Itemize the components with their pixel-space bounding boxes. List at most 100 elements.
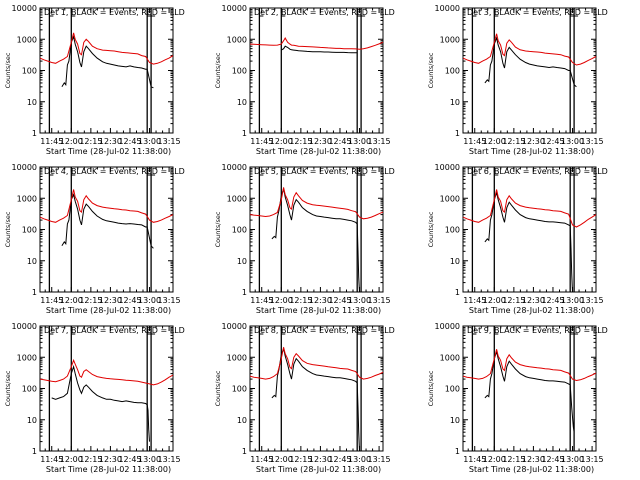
- x-tick-label: 12:00: [483, 455, 506, 464]
- x-tick-label: 12:30: [99, 455, 122, 464]
- x-tick-label: 11:45: [463, 296, 486, 305]
- panel-title: Det 5, BLACK = Events, RED = LLD: [254, 167, 395, 176]
- events-series-line: [61, 35, 154, 89]
- y-tick-label: 10000: [222, 322, 247, 331]
- y-tick-label: 10000: [12, 4, 37, 13]
- y-tick-label: 1000: [440, 35, 460, 44]
- panel-title: Det 2, BLACK = Events, RED = LLD: [254, 8, 395, 17]
- y-tick-label: 100: [232, 385, 247, 394]
- x-axis-label: Start Time (28-Jul-02 11:38:00): [469, 465, 594, 474]
- detector-panel-5: Det 5, BLACK = Events, RED = LLD 1 10 100 10…: [214, 163, 395, 315]
- y-tick-label: 10000: [222, 4, 247, 13]
- x-tick-label: 12:15: [502, 455, 525, 464]
- detector-panel-8: Det 8, BLACK = Events, RED = LLD 1 10 100 10…: [214, 322, 395, 474]
- y-tick-label: 10: [450, 98, 460, 107]
- y-tick-label: 100: [232, 226, 247, 235]
- y-tick-label: 1: [455, 288, 460, 297]
- x-tick-label: 12:30: [522, 296, 545, 305]
- y-tick-label: 10000: [222, 163, 247, 172]
- x-tick-label: 12:30: [309, 137, 332, 146]
- events-series-line: [484, 36, 577, 88]
- x-axis-label: Start Time (28-Jul-02 11:38:00): [256, 147, 381, 156]
- x-tick-label: 12:15: [289, 296, 312, 305]
- x-axis-label: Start Time (28-Jul-02 11:38:00): [256, 465, 381, 474]
- x-tick-label: 12:45: [328, 455, 351, 464]
- y-tick-label: 1: [242, 447, 247, 456]
- lld-series-line: [463, 189, 596, 228]
- y-tick-label: 1000: [17, 353, 37, 362]
- x-tick-label: 13:15: [581, 296, 604, 305]
- lld-series-line: [250, 187, 383, 220]
- detector-panel-6: Det 6, BLACK = Events, RED = LLD 1 10 100 10…: [427, 163, 608, 315]
- detector-panel-4: Det 4, BLACK = Events, RED = LLD 1 10 100 10…: [4, 163, 185, 315]
- y-tick-label: 100: [445, 226, 460, 235]
- axes-frame: [39, 166, 174, 293]
- y-axis-label: Counts/sec: [4, 52, 12, 88]
- y-tick-label: 1000: [440, 353, 460, 362]
- detector-panel-2: Det 2, BLACK = Events, RED = LLD 1 10 100 10…: [214, 4, 395, 156]
- axes-frame: [39, 325, 174, 452]
- axes-frame: [39, 7, 174, 134]
- y-tick-label: 1: [455, 447, 460, 456]
- x-tick-label: 12:45: [118, 455, 141, 464]
- y-tick-label: 10000: [435, 163, 460, 172]
- y-axis-label: Counts/sec: [427, 370, 435, 406]
- x-tick-label: 12:00: [270, 296, 293, 305]
- x-tick-label: 13:15: [158, 455, 181, 464]
- x-tick-label: 11:45: [40, 137, 63, 146]
- y-tick-label: 1000: [227, 35, 247, 44]
- x-tick-label: 12:00: [60, 455, 83, 464]
- detector-panel-9: Det 9, BLACK = Events, RED = LLD 1 10 100 10…: [427, 322, 608, 474]
- y-tick-label: 100: [445, 67, 460, 76]
- panel-title: Det 9, BLACK = Events, RED = LLD: [467, 326, 608, 335]
- panel-title: Det 8, BLACK = Events, RED = LLD: [254, 326, 395, 335]
- x-tick-label: 12:00: [60, 137, 83, 146]
- x-tick-label: 12:30: [522, 137, 545, 146]
- events-series-line: [51, 364, 150, 442]
- y-tick-label: 1: [32, 129, 37, 138]
- y-tick-label: 10: [27, 416, 37, 425]
- x-tick-label: 12:15: [79, 296, 102, 305]
- x-tick-label: 12:30: [309, 455, 332, 464]
- x-tick-label: 12:45: [541, 455, 564, 464]
- y-tick-label: 10000: [435, 4, 460, 13]
- lld-series-line: [40, 189, 173, 223]
- y-axis-label: Counts/sec: [214, 211, 222, 247]
- events-series-line: [281, 45, 358, 54]
- x-tick-label: 12:15: [289, 137, 312, 146]
- x-tick-label: 11:45: [40, 455, 63, 464]
- lld-series-line: [250, 347, 383, 380]
- y-tick-label: 100: [22, 67, 37, 76]
- y-tick-label: 100: [445, 385, 460, 394]
- x-tick-label: 11:45: [40, 296, 63, 305]
- lld-series-line: [40, 358, 173, 386]
- x-tick-label: 12:15: [79, 455, 102, 464]
- x-tick-label: 11:45: [250, 296, 273, 305]
- y-tick-label: 10: [27, 98, 37, 107]
- x-axis-label: Start Time (28-Jul-02 11:38:00): [469, 147, 594, 156]
- x-tick-label: 12:45: [118, 296, 141, 305]
- y-tick-label: 10: [237, 257, 247, 266]
- lld-series-line: [463, 33, 596, 66]
- x-tick-label: 11:45: [250, 137, 273, 146]
- detector-panel-1: Det 1, BLACK = Events, RED = LLD 1 10 100 10…: [4, 4, 185, 156]
- x-tick-label: 12:45: [541, 137, 564, 146]
- x-tick-label: 12:30: [99, 137, 122, 146]
- x-tick-label: 12:00: [270, 455, 293, 464]
- axes-frame: [462, 7, 597, 134]
- lld-series-line: [250, 36, 383, 50]
- axes-frame: [462, 325, 597, 452]
- events-series-line: [271, 186, 360, 292]
- x-tick-label: 12:30: [522, 455, 545, 464]
- x-tick-label: 12:15: [502, 296, 525, 305]
- y-tick-label: 10000: [12, 163, 37, 172]
- y-tick-label: 1000: [440, 194, 460, 203]
- x-tick-label: 12:45: [118, 137, 141, 146]
- axes-frame: [249, 325, 384, 452]
- x-axis-label: Start Time (28-Jul-02 11:38:00): [256, 306, 381, 315]
- y-tick-label: 1: [455, 129, 460, 138]
- axes-frame: [462, 166, 597, 293]
- x-axis-label: Start Time (28-Jul-02 11:38:00): [46, 465, 171, 474]
- x-tick-label: 12:30: [99, 296, 122, 305]
